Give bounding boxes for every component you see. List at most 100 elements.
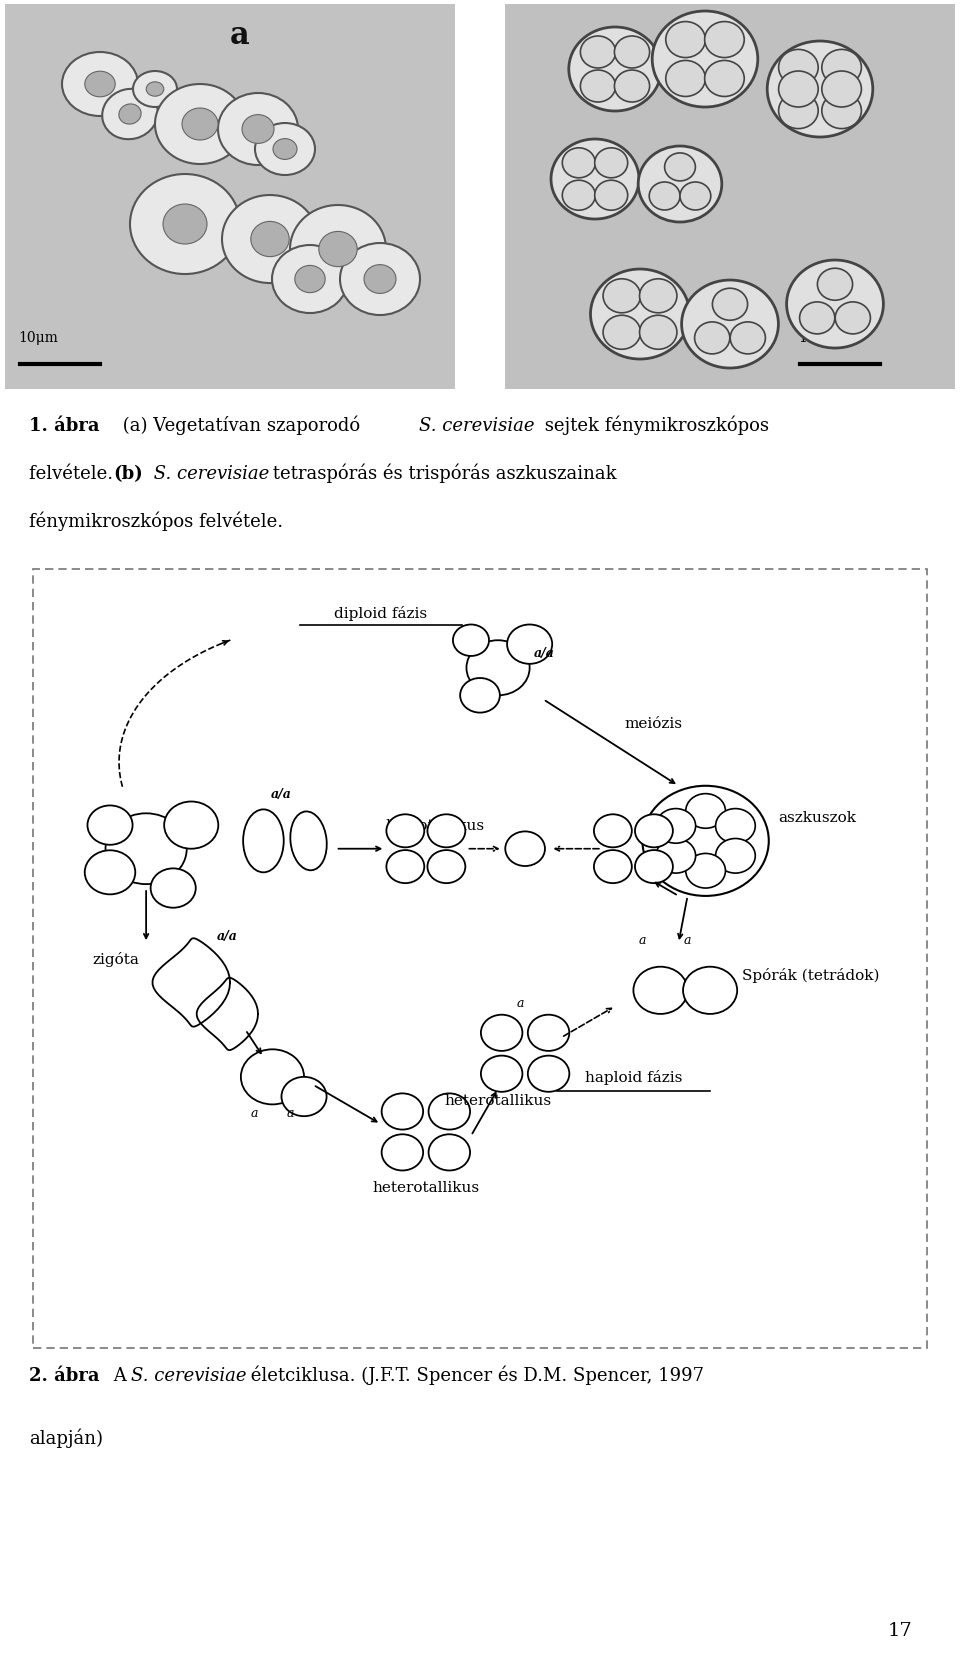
Ellipse shape	[800, 302, 835, 334]
Ellipse shape	[340, 244, 420, 316]
Ellipse shape	[594, 181, 628, 212]
Ellipse shape	[666, 62, 706, 97]
Circle shape	[164, 801, 218, 848]
Circle shape	[594, 850, 632, 884]
Ellipse shape	[273, 139, 297, 160]
Circle shape	[428, 1094, 470, 1131]
Ellipse shape	[705, 22, 744, 59]
Circle shape	[481, 1015, 522, 1052]
Ellipse shape	[563, 150, 595, 178]
Bar	[505, 5, 955, 390]
Circle shape	[715, 810, 756, 843]
Ellipse shape	[822, 50, 861, 86]
Ellipse shape	[163, 205, 207, 245]
Circle shape	[386, 815, 424, 848]
Ellipse shape	[62, 54, 138, 118]
Circle shape	[685, 853, 726, 889]
Text: felvétele.: felvétele.	[29, 465, 119, 482]
Ellipse shape	[146, 82, 164, 97]
Text: 17: 17	[887, 1621, 912, 1638]
Ellipse shape	[290, 207, 386, 294]
Text: heterotallikus: heterotallikus	[444, 1094, 552, 1107]
Ellipse shape	[712, 289, 748, 321]
Text: a/a: a/a	[217, 929, 238, 942]
Text: életciklusa. (J.F.T. Spencer és D.M. Spencer, 1997: életciklusa. (J.F.T. Spencer és D.M. Spe…	[246, 1364, 705, 1384]
Ellipse shape	[290, 811, 326, 870]
Polygon shape	[153, 939, 230, 1026]
Ellipse shape	[822, 72, 861, 108]
Circle shape	[642, 786, 769, 897]
Circle shape	[634, 968, 687, 1015]
Text: tetraspórás és trispórás aszkuszainak: tetraspórás és trispórás aszkuszainak	[267, 464, 616, 482]
Text: 10μm: 10μm	[18, 331, 58, 344]
Text: homotallikus: homotallikus	[385, 818, 485, 833]
Text: meiózis: meiózis	[624, 716, 683, 731]
Ellipse shape	[594, 150, 628, 178]
Bar	[5, 5, 455, 390]
Text: b: b	[719, 20, 741, 50]
Polygon shape	[197, 978, 258, 1050]
Ellipse shape	[664, 155, 695, 181]
Circle shape	[453, 625, 489, 657]
Ellipse shape	[652, 12, 757, 108]
Text: a: a	[638, 934, 646, 946]
Circle shape	[386, 850, 424, 884]
Ellipse shape	[695, 323, 730, 354]
Ellipse shape	[243, 810, 284, 874]
Ellipse shape	[603, 316, 640, 349]
Circle shape	[382, 1134, 423, 1171]
Ellipse shape	[568, 29, 661, 113]
Circle shape	[683, 968, 737, 1015]
Circle shape	[505, 832, 545, 867]
Text: Spórák (tetrádok): Spórák (tetrádok)	[742, 968, 879, 983]
Circle shape	[481, 1057, 522, 1092]
Circle shape	[84, 850, 135, 895]
Circle shape	[594, 815, 632, 848]
Text: diploid fázis: diploid fázis	[334, 606, 427, 622]
Text: fénymikroszkópos felvétele.: fénymikroszkópos felvétele.	[29, 512, 283, 531]
Text: zigóta: zigóta	[92, 953, 139, 966]
Text: 1. ábra: 1. ábra	[29, 417, 99, 435]
Text: a: a	[230, 20, 250, 50]
Circle shape	[428, 1134, 470, 1171]
Ellipse shape	[835, 302, 871, 334]
Ellipse shape	[639, 279, 677, 314]
Circle shape	[715, 838, 756, 874]
Ellipse shape	[155, 86, 245, 165]
Circle shape	[460, 679, 500, 714]
Ellipse shape	[603, 279, 640, 314]
Text: 2. ábra: 2. ábra	[29, 1366, 99, 1384]
Circle shape	[656, 810, 696, 843]
Text: a: a	[251, 1107, 258, 1119]
Circle shape	[528, 1015, 569, 1052]
Ellipse shape	[133, 72, 177, 108]
Circle shape	[241, 1050, 304, 1105]
Circle shape	[151, 869, 196, 909]
Text: S. cerevisiae: S. cerevisiae	[419, 417, 534, 435]
Ellipse shape	[272, 245, 348, 314]
Ellipse shape	[822, 94, 861, 129]
Ellipse shape	[581, 71, 615, 102]
Circle shape	[427, 815, 466, 848]
Ellipse shape	[614, 37, 650, 69]
Ellipse shape	[119, 104, 141, 124]
Ellipse shape	[102, 89, 157, 139]
Ellipse shape	[779, 72, 818, 108]
Text: aszkuszok: aszkuszok	[778, 811, 855, 825]
Ellipse shape	[779, 50, 818, 86]
Circle shape	[382, 1094, 423, 1131]
Ellipse shape	[251, 222, 289, 257]
Ellipse shape	[319, 232, 357, 267]
Text: a: a	[516, 996, 524, 1010]
Ellipse shape	[638, 146, 722, 223]
Text: heterotallikus: heterotallikus	[372, 1181, 479, 1194]
Text: S. cerevisiae: S. cerevisiae	[148, 465, 269, 482]
Ellipse shape	[614, 71, 650, 102]
Text: S. cerevisiae: S. cerevisiae	[131, 1366, 247, 1384]
Ellipse shape	[682, 281, 779, 370]
Ellipse shape	[563, 181, 595, 212]
Circle shape	[528, 1057, 569, 1092]
Circle shape	[635, 815, 673, 848]
Ellipse shape	[705, 62, 744, 97]
Text: sejtek fénymikroszkópos: sejtek fénymikroszkópos	[539, 415, 769, 435]
